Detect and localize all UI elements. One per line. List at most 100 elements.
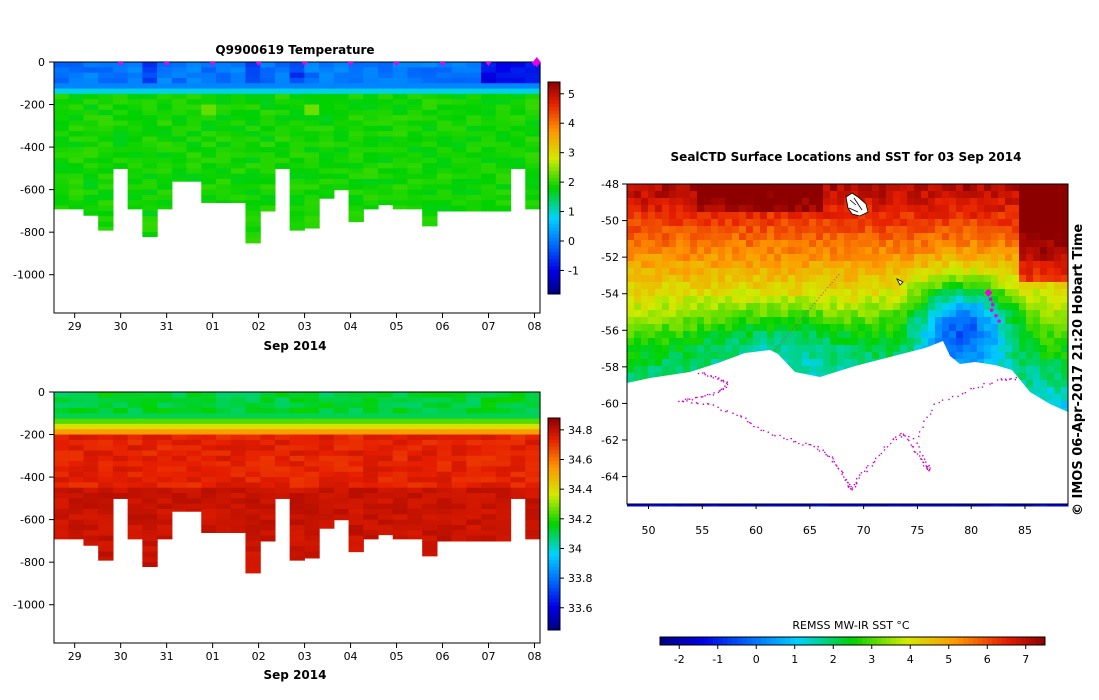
sst-cell [1019,233,1027,241]
sst-cell [1047,380,1055,388]
sst-cell [963,338,971,346]
section-cell [407,503,423,510]
section-cell [510,477,526,483]
sst-cell [1054,380,1062,388]
section-cell [422,535,438,542]
section-cell [392,418,409,425]
section-cell [83,418,99,425]
sst-cell [984,184,992,192]
section-cell [157,471,173,478]
sst-cell [914,247,922,255]
section-cell [481,519,497,526]
section-cell [216,482,232,489]
sst-cell [711,359,719,367]
section-cell [68,407,85,414]
sst-cell [816,219,824,227]
sst-cell [1040,331,1048,339]
section-cell [348,147,364,153]
sst-cell [697,247,705,255]
section-cell [186,503,202,510]
section-cell [363,93,379,100]
sst-cell [795,254,803,262]
section-cell [333,429,350,436]
sst-cell [662,261,670,269]
section-cell [54,413,70,420]
sst-cell [893,226,901,234]
sst-cell [1047,303,1055,311]
sst-cell [683,219,691,227]
section-cell [466,189,482,196]
coast-dot [710,375,712,377]
section-cell [348,466,364,473]
section-cell [466,503,482,510]
section-cell [68,466,85,473]
sst-cell [1026,198,1034,206]
sst-cell [676,233,684,241]
sst-cell [641,233,649,241]
sst-cell [760,247,768,255]
section-cell [392,72,409,79]
section-cell [481,487,497,494]
sst-cell [725,324,733,332]
sst-cell [1019,310,1027,318]
sst-cell [739,212,747,220]
sst-cell [1012,282,1020,290]
x-tick-label: 03 [298,650,312,663]
section-cell [422,157,438,164]
sst-cell [697,219,705,227]
sst-cell [858,296,866,304]
section-cell [510,72,526,79]
sst-cell [928,275,936,283]
section-cell [289,556,305,561]
section-cell [407,461,423,468]
section-cell [157,152,173,159]
sst-cell [648,240,656,248]
sst-cell [655,359,663,367]
section-cell [333,141,350,148]
sst-cell [893,282,901,290]
colorbar-step [548,456,560,461]
section-cell [378,503,394,510]
section-cell [378,487,394,494]
sst-cell [830,289,838,297]
sst-cell [1061,303,1069,311]
sst-cell [816,317,824,325]
sst-cell [1040,366,1048,374]
sst-cell [837,324,845,332]
section-cell [83,413,99,420]
section-cell [510,423,526,430]
sst-cell [921,247,929,255]
sst-cell [816,184,824,192]
sst-cell [984,226,992,234]
sst-cell [858,268,866,276]
y-tick-label: -200 [20,99,45,112]
section-cell [245,503,261,510]
sst-cell [1026,310,1034,318]
section-cell [142,163,158,169]
section-cell [260,392,276,398]
sst-cell [1054,275,1062,283]
section-cell [304,477,320,483]
section-cell [304,546,320,553]
section-cell [510,487,526,494]
section-cell [378,72,394,79]
section-cell [54,392,70,398]
section-cell [304,178,320,185]
sst-cell [704,233,712,241]
section-cell [451,530,467,537]
sst-cell [823,184,831,192]
sst-cell [704,184,712,192]
section-cell [274,88,291,95]
section-cell [68,136,85,143]
section-cell [348,178,364,185]
section-cell [68,62,85,68]
section-cell [230,184,247,191]
sst-cell [697,303,705,311]
sst-cell [942,205,950,213]
section-cell [289,99,305,106]
section-cell [392,530,409,537]
section-cell [407,402,423,409]
section-cell [186,136,202,143]
sst-cell [942,289,950,297]
colorbar-step [548,541,560,546]
